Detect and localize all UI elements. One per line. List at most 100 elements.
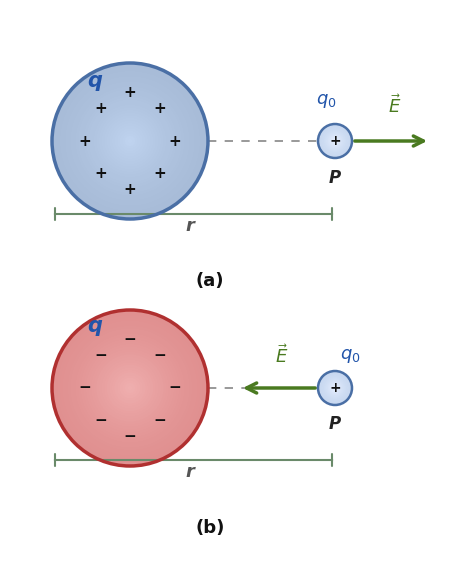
Circle shape	[101, 112, 159, 169]
Circle shape	[321, 127, 348, 154]
Circle shape	[328, 134, 342, 148]
Text: −: −	[153, 413, 166, 429]
Circle shape	[60, 318, 200, 458]
Text: −: −	[94, 413, 107, 429]
Circle shape	[319, 125, 351, 157]
Circle shape	[91, 102, 169, 180]
Circle shape	[319, 124, 351, 157]
Text: P: P	[329, 415, 341, 433]
Circle shape	[326, 379, 344, 397]
Circle shape	[327, 380, 344, 396]
Text: $\vec{E}$: $\vec{E}$	[275, 344, 289, 367]
Circle shape	[117, 128, 143, 154]
Circle shape	[325, 378, 345, 398]
Circle shape	[327, 132, 344, 150]
Text: +: +	[329, 381, 341, 395]
Circle shape	[333, 386, 337, 390]
Circle shape	[328, 134, 342, 149]
Circle shape	[114, 373, 146, 404]
Circle shape	[119, 131, 140, 151]
Circle shape	[107, 365, 154, 411]
Circle shape	[327, 133, 343, 149]
Text: q: q	[88, 71, 102, 91]
Text: −: −	[124, 332, 137, 347]
Text: +: +	[124, 85, 137, 100]
Circle shape	[330, 384, 339, 392]
Circle shape	[57, 68, 203, 214]
Text: +: +	[94, 166, 107, 181]
Text: −: −	[153, 348, 166, 363]
Circle shape	[99, 357, 161, 419]
Circle shape	[70, 81, 190, 201]
Circle shape	[323, 376, 347, 400]
Circle shape	[55, 313, 205, 464]
Circle shape	[329, 135, 341, 147]
Circle shape	[330, 136, 340, 146]
Text: (b): (b)	[195, 519, 225, 537]
Circle shape	[75, 334, 184, 442]
Circle shape	[112, 370, 148, 406]
Circle shape	[83, 94, 177, 188]
Text: +: +	[153, 166, 166, 181]
Text: (a): (a)	[196, 272, 224, 290]
Circle shape	[73, 331, 187, 445]
Text: $q_0$: $q_0$	[340, 347, 361, 365]
Circle shape	[125, 383, 135, 393]
Circle shape	[320, 373, 350, 403]
Circle shape	[324, 130, 346, 152]
Circle shape	[117, 375, 143, 401]
Circle shape	[319, 372, 351, 404]
Text: r: r	[185, 463, 194, 481]
Circle shape	[320, 126, 350, 156]
Circle shape	[328, 381, 342, 395]
Circle shape	[96, 354, 164, 422]
Circle shape	[324, 377, 346, 399]
Text: r: r	[185, 217, 194, 235]
Circle shape	[335, 141, 336, 142]
Circle shape	[319, 373, 350, 403]
Circle shape	[73, 84, 187, 198]
Circle shape	[333, 386, 337, 391]
Circle shape	[330, 383, 340, 393]
Circle shape	[331, 384, 339, 392]
Circle shape	[321, 374, 349, 402]
Text: −: −	[124, 429, 137, 444]
Circle shape	[75, 86, 184, 196]
Circle shape	[325, 131, 345, 151]
Circle shape	[104, 362, 156, 414]
Circle shape	[91, 349, 169, 427]
Circle shape	[333, 139, 337, 143]
Circle shape	[319, 126, 350, 156]
Circle shape	[334, 140, 336, 142]
Circle shape	[109, 120, 151, 162]
Circle shape	[114, 126, 146, 157]
Circle shape	[324, 377, 346, 399]
Circle shape	[326, 132, 344, 150]
Circle shape	[332, 138, 338, 145]
Circle shape	[321, 374, 348, 401]
Circle shape	[88, 346, 172, 430]
Circle shape	[318, 124, 352, 158]
Circle shape	[319, 372, 351, 404]
Circle shape	[322, 375, 348, 401]
Circle shape	[78, 336, 182, 440]
Circle shape	[325, 378, 345, 397]
Text: +: +	[124, 182, 137, 197]
Circle shape	[52, 63, 208, 219]
Circle shape	[107, 118, 154, 164]
Circle shape	[323, 129, 347, 153]
Circle shape	[55, 66, 205, 217]
Circle shape	[122, 133, 138, 149]
Circle shape	[68, 78, 192, 203]
Circle shape	[329, 135, 341, 147]
Text: −: −	[78, 381, 91, 396]
Circle shape	[332, 385, 338, 391]
Circle shape	[333, 139, 337, 143]
Circle shape	[63, 320, 198, 456]
Text: q: q	[88, 316, 102, 336]
Circle shape	[93, 105, 166, 177]
Circle shape	[331, 137, 339, 145]
Circle shape	[322, 128, 347, 153]
Circle shape	[327, 380, 343, 396]
Circle shape	[65, 323, 195, 453]
